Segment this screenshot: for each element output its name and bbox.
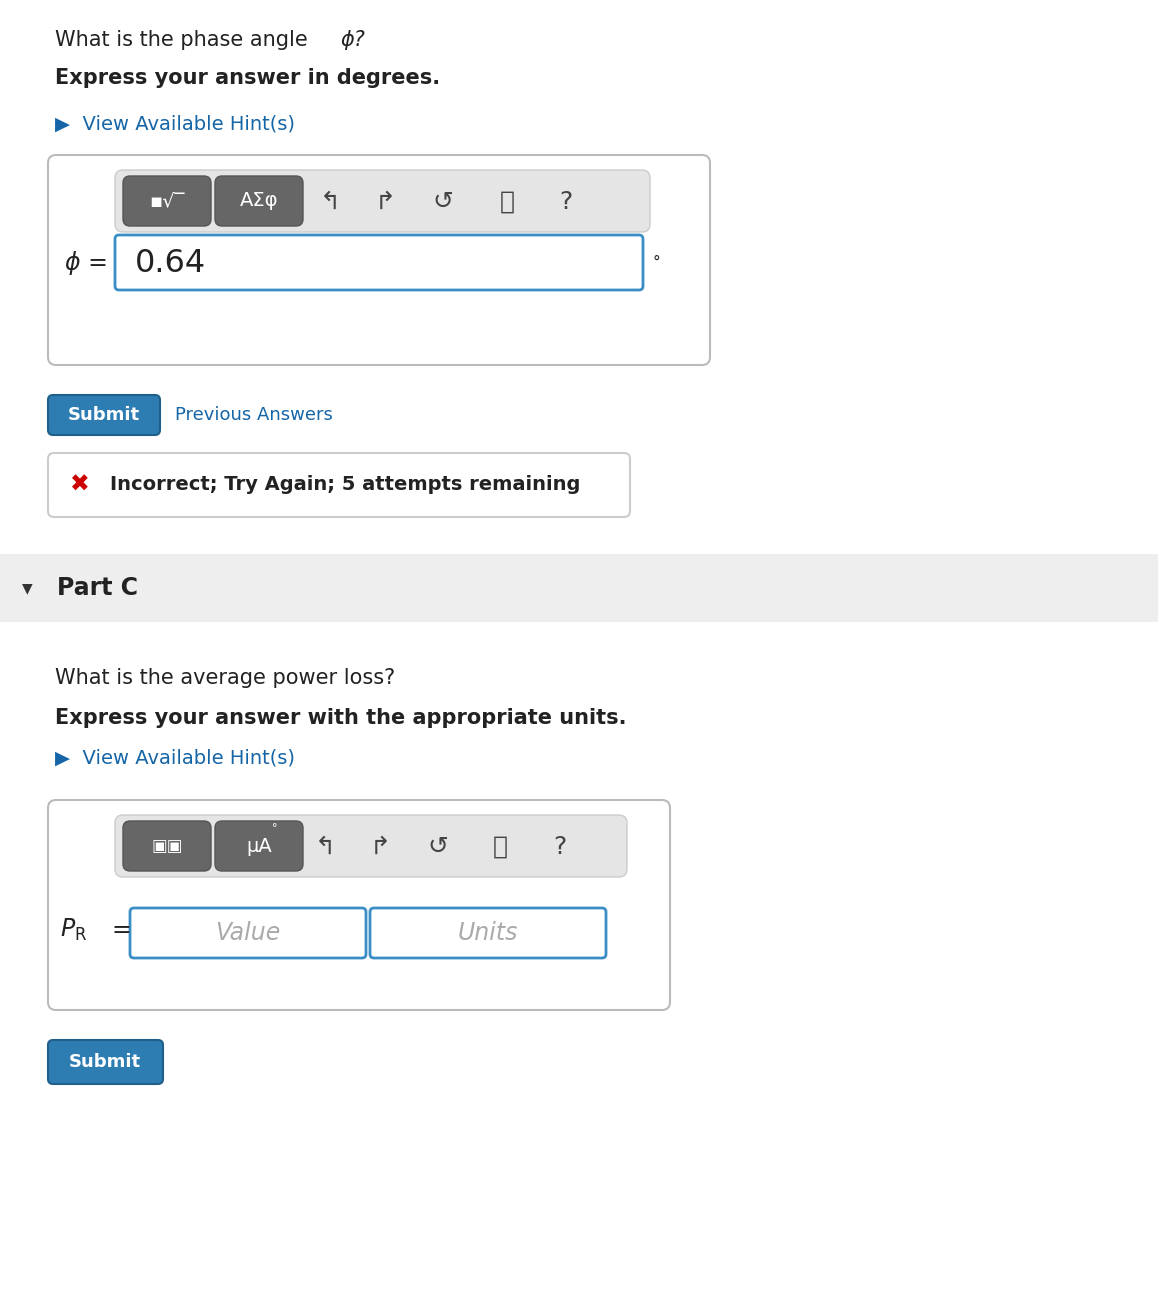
Text: What is the phase angle: What is the phase angle: [54, 30, 314, 50]
Text: Express your answer in degrees.: Express your answer in degrees.: [54, 68, 440, 88]
FancyBboxPatch shape: [115, 170, 650, 232]
Text: ▶  View Available Hint(s): ▶ View Available Hint(s): [54, 115, 295, 133]
Text: ?: ?: [554, 835, 566, 859]
Text: ▶  View Available Hint(s): ▶ View Available Hint(s): [54, 748, 295, 766]
Text: °: °: [652, 255, 660, 269]
Text: ?: ?: [559, 190, 572, 215]
Text: =: =: [112, 918, 132, 942]
Text: 0.64: 0.64: [135, 247, 206, 279]
Text: $P_{\mathrm{R}}$: $P_{\mathrm{R}}$: [60, 917, 87, 943]
Text: ↱: ↱: [374, 190, 396, 215]
Text: Submit: Submit: [69, 1053, 141, 1071]
Text: What is the average power loss?: What is the average power loss?: [54, 668, 395, 688]
Text: ▪√‾: ▪√‾: [149, 191, 185, 211]
FancyBboxPatch shape: [47, 1040, 163, 1084]
Text: Units: Units: [457, 921, 518, 944]
Text: ↺: ↺: [432, 190, 454, 215]
Bar: [0, 555, 1158, 623]
FancyBboxPatch shape: [130, 908, 366, 957]
FancyBboxPatch shape: [47, 453, 630, 517]
Text: ↰: ↰: [320, 190, 340, 215]
Text: ↺: ↺: [427, 835, 448, 859]
Text: Previous Answers: Previous Answers: [175, 405, 332, 424]
FancyBboxPatch shape: [215, 821, 303, 871]
FancyBboxPatch shape: [115, 815, 626, 876]
Text: ▼: ▼: [22, 581, 32, 595]
Text: ϕ =: ϕ =: [65, 251, 108, 275]
Text: μA: μA: [247, 837, 272, 855]
FancyBboxPatch shape: [215, 177, 303, 226]
Text: ▣▣: ▣▣: [152, 837, 183, 855]
Text: ↰: ↰: [315, 835, 336, 859]
FancyBboxPatch shape: [47, 395, 160, 436]
Text: Value: Value: [215, 921, 280, 944]
FancyBboxPatch shape: [371, 908, 606, 957]
Text: Submit: Submit: [68, 405, 140, 424]
FancyBboxPatch shape: [123, 177, 211, 226]
Text: AΣφ: AΣφ: [240, 191, 278, 211]
FancyBboxPatch shape: [47, 800, 670, 1010]
Text: Part C: Part C: [57, 576, 138, 600]
FancyBboxPatch shape: [123, 821, 211, 871]
Text: Incorrect; Try Again; 5 attempts remaining: Incorrect; Try Again; 5 attempts remaini…: [110, 476, 580, 494]
Text: ✖: ✖: [71, 473, 90, 497]
Text: ϕ?: ϕ?: [340, 30, 365, 50]
Text: ⎕: ⎕: [499, 190, 514, 215]
FancyBboxPatch shape: [115, 235, 643, 290]
Text: ⎕: ⎕: [492, 835, 507, 859]
FancyBboxPatch shape: [47, 156, 710, 365]
Text: °: °: [272, 823, 278, 833]
Text: ↱: ↱: [369, 835, 390, 859]
Text: Express your answer with the appropriate units.: Express your answer with the appropriate…: [54, 708, 626, 729]
